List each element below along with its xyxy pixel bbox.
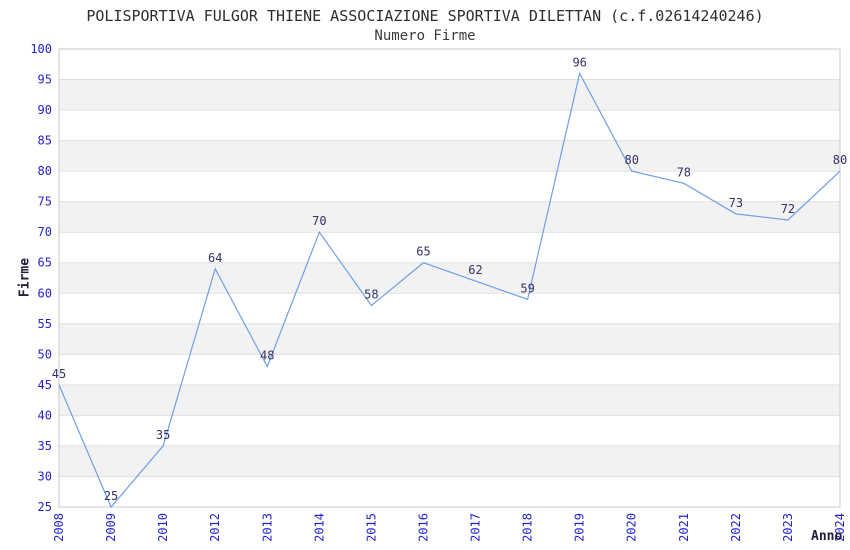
data-label: 35 <box>156 428 170 442</box>
x-tick-label: 2008 <box>52 513 66 542</box>
data-label: 62 <box>468 263 482 277</box>
plot-band <box>59 140 840 172</box>
data-label: 25 <box>104 489 118 503</box>
data-label: 64 <box>208 251 222 265</box>
plot-bands <box>59 49 840 507</box>
y-axis-title: Firme <box>17 257 33 298</box>
plot-border-rect <box>58 48 841 508</box>
x-tick-label: 2013 <box>260 513 274 542</box>
y-tick-label: 60 <box>38 286 52 300</box>
plot-band <box>59 110 840 141</box>
plot-band <box>59 171 840 202</box>
y-tick-label: 30 <box>38 469 52 483</box>
data-label: 80 <box>625 153 639 167</box>
data-label: 73 <box>729 196 743 210</box>
data-label: 58 <box>364 287 378 301</box>
y-tick-label: 35 <box>38 439 52 453</box>
plot-band <box>59 323 840 355</box>
chart-title: POLISPORTIVA FULGOR THIENE ASSOCIAZIONE … <box>86 7 764 25</box>
data-label: 48 <box>260 349 274 363</box>
plot-band <box>59 415 840 446</box>
data-label: 96 <box>572 55 586 69</box>
y-tick-label: 45 <box>38 378 52 392</box>
data-label: 59 <box>520 281 534 295</box>
plot-band <box>59 293 840 324</box>
data-label: 80 <box>833 153 847 167</box>
y-tick-label: 75 <box>38 195 52 209</box>
plot-band <box>59 384 840 416</box>
plot-band <box>59 79 840 111</box>
y-tick-label: 55 <box>38 317 52 331</box>
data-label: 65 <box>416 245 430 259</box>
x-tick-label: 2012 <box>208 513 222 542</box>
data-series <box>58 71 841 509</box>
plot-band <box>59 476 840 507</box>
x-tick-label: 2010 <box>156 513 170 542</box>
y-tick-labels: 25 30 35 40 45 50 55 60 65 70 75 80 85 90 95 100 <box>30 42 52 514</box>
x-tick-label: 2014 <box>312 513 326 542</box>
plot-band <box>59 232 840 263</box>
data-label: 70 <box>312 214 326 228</box>
x-tick-label: 2019 <box>573 513 587 542</box>
y-tick-label: 100 <box>30 42 52 56</box>
plot-border <box>58 48 841 508</box>
y-tick-label: 25 <box>38 500 52 514</box>
x-tick-label: 2018 <box>521 513 535 542</box>
x-tick-label: 2015 <box>364 513 378 542</box>
y-tick-label: 40 <box>38 408 52 422</box>
x-tick-label: 2009 <box>104 513 118 542</box>
plot-band <box>59 445 840 477</box>
x-tick-label: 2016 <box>416 513 430 542</box>
x-tick-labels: 2008 2009 2010 2012 2013 2014 2015 2016 2017 2018… <box>52 513 847 542</box>
plot-band <box>59 201 840 233</box>
x-tick-label: 2021 <box>677 513 691 542</box>
data-label: 45 <box>52 367 66 381</box>
x-tick-label: 2023 <box>781 513 795 542</box>
x-tick-label: 2017 <box>469 513 483 542</box>
series-line <box>58 71 841 509</box>
y-tick-label: 85 <box>38 134 52 148</box>
x-tick-label: 2020 <box>625 513 639 542</box>
y-tick-label: 50 <box>38 347 52 361</box>
y-tick-label: 80 <box>38 164 52 178</box>
plot-band <box>59 354 840 385</box>
plot-band <box>59 262 840 294</box>
x-tick-label: 2022 <box>729 513 743 542</box>
y-tick-label: 95 <box>38 73 52 87</box>
plot-band <box>59 49 840 80</box>
chart-subtitle: Numero Firme <box>374 28 476 44</box>
data-label: 72 <box>781 202 795 216</box>
x-tick-label: 2024 <box>833 513 847 542</box>
y-tick-label: 65 <box>38 256 52 270</box>
y-tick-label: 70 <box>38 225 52 239</box>
x-axis-title: Anno <box>811 529 843 544</box>
y-tick-label: 90 <box>38 103 52 117</box>
data-label: 78 <box>677 165 691 179</box>
data-labels: 45 25 35 64 48 70 58 65 62 59 96 80 78 73 72 80 <box>52 55 847 503</box>
